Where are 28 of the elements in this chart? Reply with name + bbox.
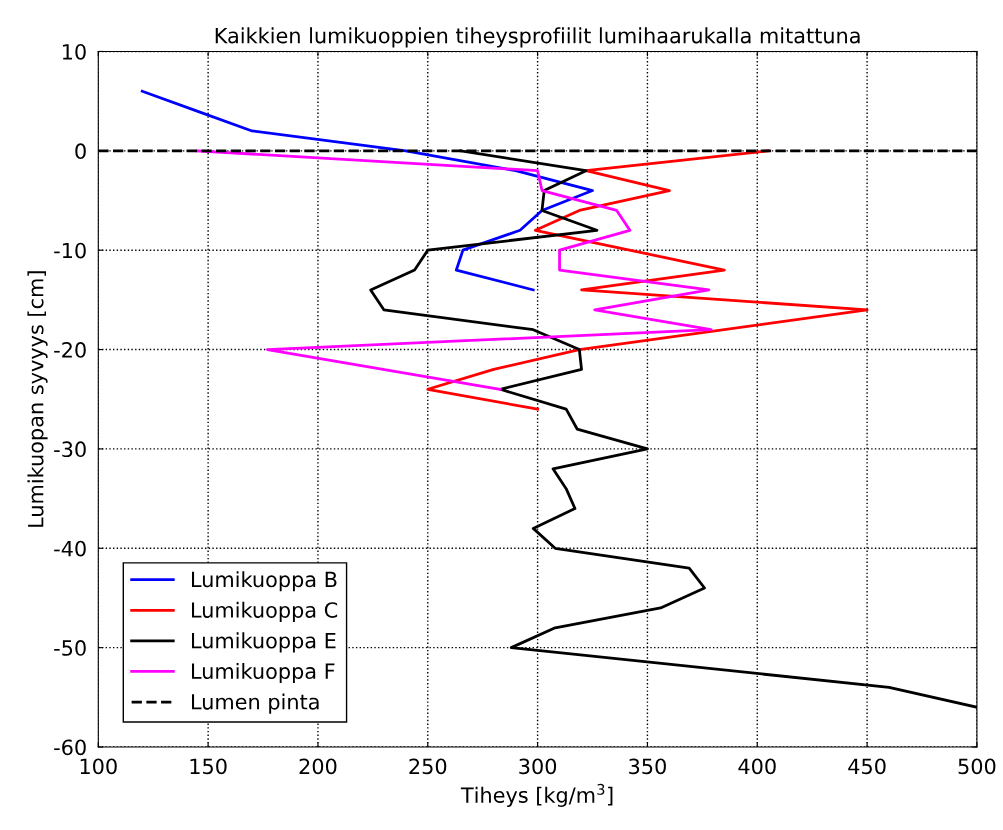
x-tick-label: 450 <box>848 758 886 775</box>
x-tick-label: 150 <box>190 758 227 775</box>
y-tick-label: 0 <box>75 143 86 160</box>
chart-title: Kaikkien lumikuoppien tiheysprofiilit lumihaarukalla mitattuna <box>215 27 860 48</box>
legend-label: Lumikuoppa C <box>192 601 338 622</box>
x-tick-label: 200 <box>299 758 337 775</box>
y-tick-label: -10 <box>54 242 86 259</box>
x-axis-title: Tiheys [kg/m$^{3}$] <box>460 783 613 807</box>
x-tick-label: 300 <box>519 758 557 775</box>
line-series <box>140 89 594 292</box>
line-series <box>195 149 713 391</box>
line-series <box>426 149 869 411</box>
legend-label: Lumikuoppa E <box>192 632 336 653</box>
x-tick-label: 250 <box>409 758 447 775</box>
y-tick-label: 10 <box>62 43 86 60</box>
legend-label: Lumen pinta <box>192 693 319 714</box>
y-tick-label: -30 <box>54 441 86 458</box>
y-axis-title: Lumikuopan syvyys [cm] <box>27 271 48 527</box>
y-tick-label: -50 <box>54 640 86 656</box>
y-tick-label: -20 <box>54 342 86 358</box>
x-tick-label: 350 <box>629 758 666 775</box>
x-tick-label: 100 <box>80 758 117 775</box>
x-tick-label: 500 <box>958 758 996 775</box>
x-tick-label: 400 <box>738 758 776 775</box>
y-tick-label: -40 <box>54 540 86 557</box>
y-tick-label: -60 <box>54 739 86 756</box>
legend-label: Lumikuoppa B <box>192 571 337 592</box>
legend-label: Lumikuoppa F <box>192 662 335 684</box>
